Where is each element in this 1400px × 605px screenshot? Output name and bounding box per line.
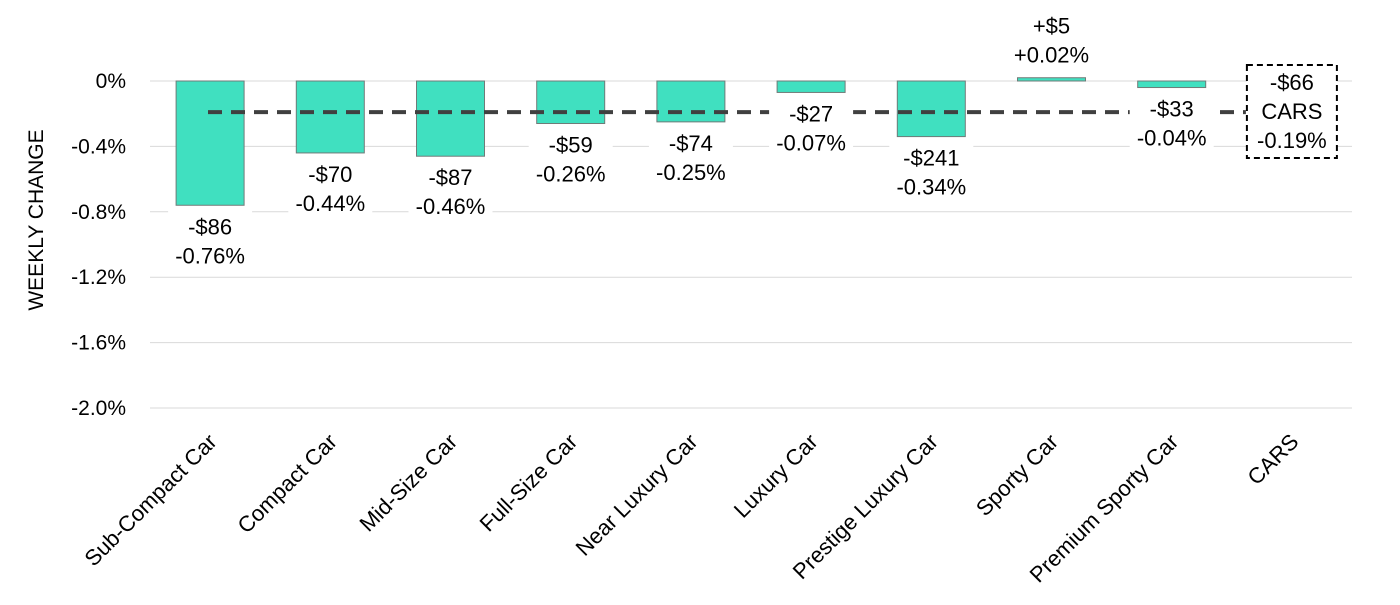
- data-label-dollar: -$86: [188, 214, 232, 239]
- x-tick-label: Full-Size Car: [475, 429, 583, 537]
- bar: [896, 80, 966, 138]
- x-tick-label: CARS: [1243, 429, 1304, 490]
- data-label-dollar: -$241: [903, 146, 959, 171]
- data-label-background: [168, 208, 253, 271]
- average-line-group: -$66 CARS -0.19%: [208, 64, 1338, 159]
- average-label-dollar: -$66: [1270, 70, 1314, 95]
- average-label-percent: -0.19%: [1257, 128, 1327, 153]
- bar: [776, 80, 846, 93]
- x-tick-label: Mid-Size Car: [354, 429, 462, 537]
- data-label-background: [288, 155, 373, 218]
- data-label-background: [889, 139, 974, 202]
- data-label-percent: -0.07%: [776, 130, 846, 155]
- x-axis-ticks: Sub-Compact Car Compact Car Mid-Size Car Fu…: [79, 429, 1303, 588]
- data-label-percent: -0.44%: [295, 191, 365, 216]
- data-label-dollar: +$5: [1033, 14, 1070, 39]
- bar: [1017, 77, 1086, 82]
- data-label-percent: -0.25%: [656, 160, 726, 185]
- data-label-background: [408, 159, 493, 222]
- x-tick-label: Sub-Compact Car: [79, 429, 221, 571]
- bar: [536, 80, 606, 125]
- data-label-percent: -0.46%: [416, 194, 486, 219]
- average-label-box: [1245, 64, 1338, 159]
- data-label-percent: +0.02%: [1014, 43, 1089, 68]
- y-tick-label: -2.0%: [71, 397, 126, 420]
- y-tick-label: -1.6%: [71, 332, 126, 355]
- x-tick-label: Sporty Car: [971, 429, 1063, 521]
- data-label-dollar: -$33: [1150, 97, 1194, 122]
- data-label-percent: -0.76%: [175, 243, 245, 268]
- bars: [175, 77, 1207, 206]
- data-label-dollar: -$27: [789, 101, 833, 126]
- bar: [416, 80, 485, 157]
- data-label-percent: -0.04%: [1137, 126, 1207, 151]
- data-label-background: [528, 126, 613, 189]
- y-tick-label: -1.2%: [71, 266, 126, 289]
- data-label-background: [769, 95, 854, 158]
- bar: [295, 80, 365, 154]
- x-tick-label: Compact Car: [233, 429, 342, 538]
- y-tick-label: 0%: [96, 70, 126, 93]
- y-tick-label: -0.4%: [71, 135, 126, 158]
- data-label-dollar: -$70: [308, 162, 352, 187]
- data-label-dollar: -$87: [428, 165, 472, 190]
- data-label-dollar: -$74: [669, 131, 713, 156]
- x-tick-label: Near Luxury Car: [571, 429, 703, 561]
- y-tick-label: -0.8%: [71, 201, 126, 224]
- data-label-dollar: -$59: [549, 133, 593, 158]
- y-axis-ticks: 0% -0.4% -0.8% -1.2% -1.6% -2.0%: [71, 70, 126, 420]
- bar: [656, 80, 726, 123]
- data-label-percent: -0.34%: [896, 175, 966, 200]
- data-label-percent: -0.26%: [536, 162, 606, 187]
- data-label-background: [648, 124, 733, 187]
- x-tick-label: Luxury Car: [729, 429, 823, 523]
- average-label-name: CARS: [1261, 99, 1322, 124]
- bar: [1137, 80, 1207, 89]
- bar: [175, 80, 245, 206]
- data-labels: -$86 -0.76% -$70 -0.44% -$87 -0.46% -$59 -0.26%…: [168, 14, 1214, 271]
- data-label-background: [1129, 90, 1214, 153]
- y-axis-label: WEEKLY CHANGE: [25, 129, 48, 310]
